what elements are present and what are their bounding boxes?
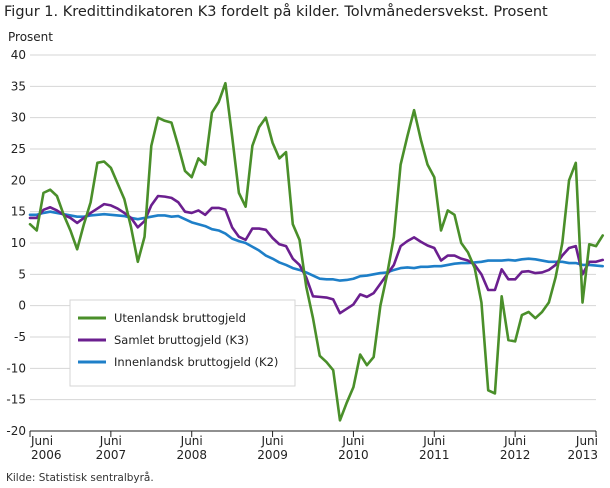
x-tick-year: 2012: [500, 448, 531, 462]
x-tick-month: Juni: [341, 434, 364, 448]
legend-label-2: Innenlandsk bruttogjeld (K2): [114, 355, 278, 369]
x-tick-year: 2010: [338, 448, 369, 462]
legend-box: [69, 299, 296, 387]
source-note: Kilde: Statistisk sentralbyrå.: [6, 472, 154, 484]
x-tick-month: Juni: [99, 434, 122, 448]
x-tick-month: Juni: [261, 434, 284, 448]
x-tick-month: Juni: [180, 434, 203, 448]
series-line-2: [28, 210, 605, 282]
series-line-0: [28, 81, 605, 422]
x-tick-month: Juni: [503, 434, 526, 448]
y-tick-label: 35: [11, 79, 26, 93]
y-tick-label: 0: [18, 299, 26, 313]
series-line-1: [28, 194, 605, 315]
y-axis-ticks: 40 35 30 25 20 15 10 5 0 -5 -10 -15 -20: [6, 48, 26, 438]
y-tick-label: 15: [11, 205, 26, 219]
x-tick-month: Juni: [575, 434, 598, 448]
chart-title: Figur 1. Kredittindikatoren K3 fordelt p…: [4, 4, 548, 20]
y-tick-label: -15: [6, 393, 26, 407]
y-tick-label: 40: [11, 48, 26, 62]
y-tick-label: 20: [11, 173, 26, 187]
x-tick-year: 2007: [96, 448, 127, 462]
x-tick-year: 2006: [31, 448, 62, 462]
y-tick-label: 25: [11, 142, 26, 156]
x-tick-year: 2009: [257, 448, 288, 462]
x-tick-month: Juni: [422, 434, 445, 448]
legend: Utenlandsk bruttogjeld Samlet bruttogjeld…: [69, 299, 296, 387]
legend-label-1: Samlet bruttogjeld (K3): [114, 333, 249, 347]
legend-label-0: Utenlandsk bruttogjeld: [114, 311, 246, 325]
y-tick-label: -10: [6, 361, 26, 375]
y-axis-label: Prosent: [8, 30, 53, 44]
x-tick-year: 2013: [567, 448, 598, 462]
x-axis-ticks: Juni2006Juni2007Juni2008Juni2009Juni2010…: [29, 431, 598, 462]
y-tick-label: 30: [11, 111, 26, 125]
x-tick-year: 2011: [419, 448, 450, 462]
series-lines: [28, 81, 605, 422]
x-tick-year: 2008: [176, 448, 207, 462]
x-tick-month: Juni: [30, 434, 53, 448]
y-tick-label: -5: [14, 330, 26, 344]
y-tick-label: 10: [11, 236, 26, 250]
y-tick-label: 5: [18, 267, 26, 281]
y-tick-label: -20: [6, 424, 26, 438]
